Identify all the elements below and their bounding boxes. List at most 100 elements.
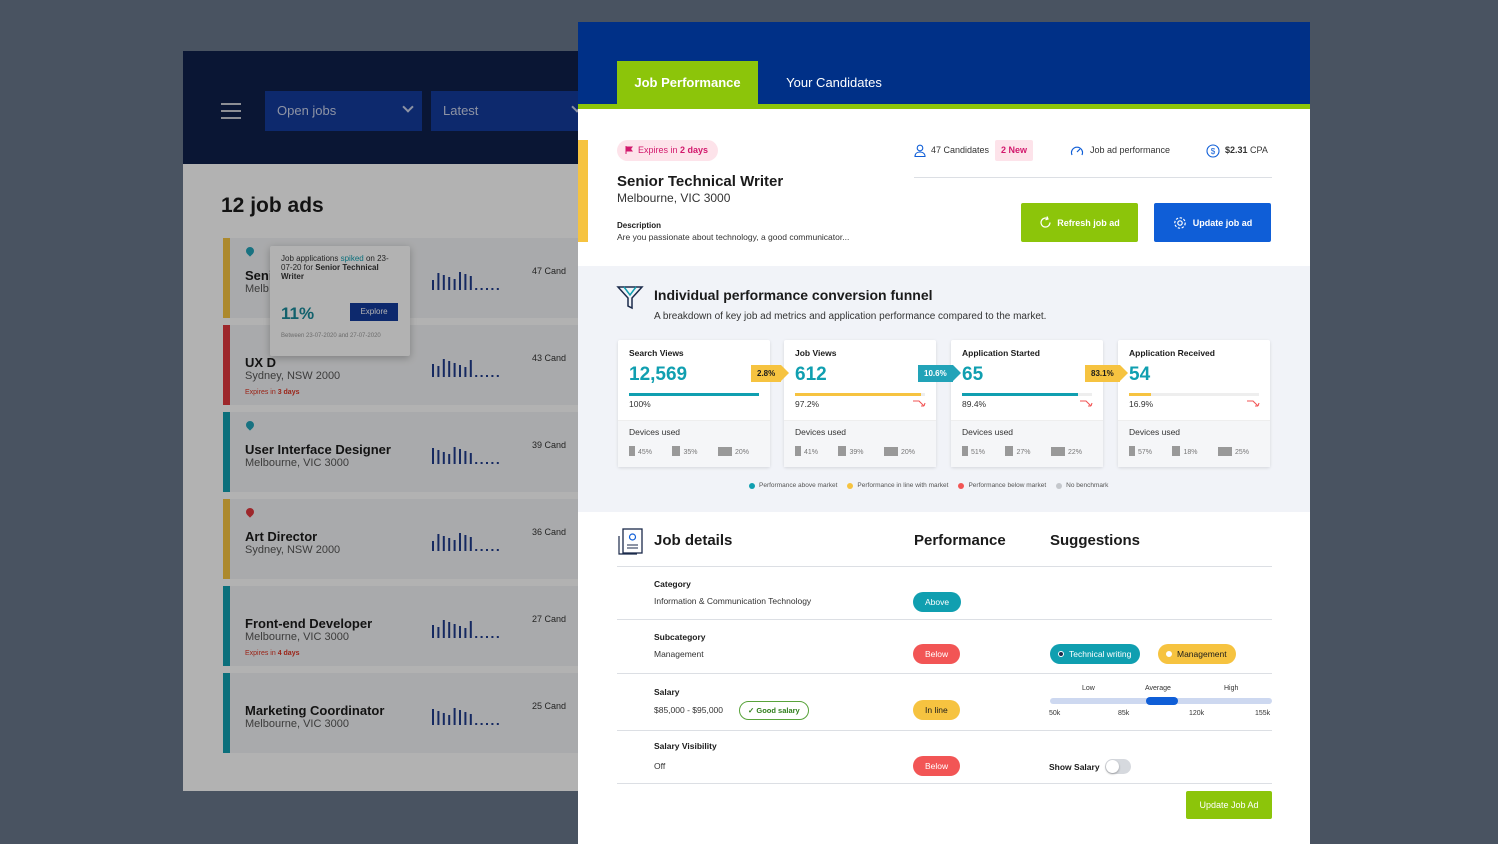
- update-job-ad-button[interactable]: Update job ad: [1154, 203, 1271, 242]
- sort-select[interactable]: Latest: [431, 91, 591, 131]
- tab-your-candidates[interactable]: Your Candidates: [786, 75, 882, 90]
- sparkline-bar: [437, 273, 440, 290]
- candidates-metric[interactable]: 47 Candidates 2 New: [914, 140, 1034, 161]
- mobile-icon: [962, 446, 968, 456]
- salary-range-marker: [1146, 697, 1178, 705]
- status-accent: [578, 140, 588, 242]
- salary-performance-badge: In line: [913, 700, 960, 720]
- performance-link[interactable]: Job ad performance: [1070, 140, 1170, 161]
- trend-down-icon: [1247, 400, 1260, 407]
- sparkline-bar: [496, 636, 499, 638]
- sparkline-chart: [432, 533, 499, 551]
- funnel-legend: Performance above market Performance in …: [749, 482, 1108, 489]
- funnel-title: Individual performance conversion funnel: [654, 287, 933, 303]
- suggestion-chip-technical-writing[interactable]: Technical writing: [1050, 644, 1141, 664]
- salary-tick: 155k: [1255, 710, 1271, 717]
- sparkline-bar: [432, 541, 434, 551]
- sparkline-bar: [464, 712, 467, 725]
- funnel-card-bar: [962, 393, 1092, 396]
- salary-range-bar: [1050, 697, 1272, 705]
- sparkline-bar: [459, 272, 461, 290]
- tablet-icon: [1172, 446, 1181, 456]
- legend-item: Performance above market: [749, 482, 837, 489]
- sparkline-bar: [464, 451, 467, 464]
- sparkline-bar: [442, 713, 445, 725]
- job-card-location: Melbourne, VIC 3000: [245, 457, 349, 469]
- sparkline-bar: [459, 365, 461, 377]
- suggestion-chip-management[interactable]: Management: [1158, 644, 1236, 664]
- jobs-list-panel: Open jobs Latest 12 job ads Seni Melb 47…: [183, 51, 603, 791]
- jobs-count-heading: 12 job ads: [221, 194, 324, 217]
- tooltip-percent: 11%: [281, 304, 315, 323]
- resume-icon: [618, 528, 643, 555]
- category-performance-badge: Above: [913, 592, 962, 612]
- cpa-value: $2.31: [1225, 145, 1248, 155]
- tab-job-performance[interactable]: Job Performance: [617, 61, 758, 104]
- funnel-card: Job Views 612 97.2% Devices used 41% 39% 20%: [784, 340, 936, 467]
- suggestions-heading: Suggestions: [1050, 532, 1141, 549]
- job-card-location: Sydney, NSW 2000: [245, 544, 341, 556]
- job-card[interactable]: User Interface Designer Melbourne, VIC 3…: [223, 412, 603, 492]
- salary-visibility-value: Off: [654, 761, 666, 771]
- filter-select[interactable]: Open jobs: [265, 91, 422, 131]
- sparkline-bar: [453, 624, 456, 638]
- sparkline-bar: [480, 462, 483, 464]
- device-stat: 51%: [962, 446, 985, 456]
- conversion-rate: 2.8%: [751, 365, 790, 382]
- conversion-rate: 83.1%: [1085, 365, 1128, 382]
- job-card[interactable]: Marketing Coordinator Melbourne, VIC 300…: [223, 673, 603, 753]
- legend-item: No benchmark: [1056, 482, 1108, 489]
- sparkline-bar: [448, 538, 451, 551]
- mobile-icon: [1129, 446, 1135, 456]
- refresh-label: Refresh job ad: [1057, 217, 1120, 228]
- job-card-title: Front-end Developer: [245, 616, 373, 631]
- show-salary-toggle[interactable]: [1105, 759, 1131, 774]
- refresh-job-ad-button[interactable]: Refresh job ad: [1021, 203, 1138, 242]
- cpa-metric: $ $2.31 CPA: [1206, 140, 1268, 161]
- sparkline-bar: [496, 462, 499, 464]
- job-card-location: Sydney, NSW 2000: [245, 370, 341, 382]
- sparkline-bar: [491, 636, 494, 638]
- funnel-card-value: 12,569: [629, 364, 688, 385]
- show-salary-label: Show Salary: [1049, 762, 1100, 772]
- sparkline-bar: [475, 723, 478, 725]
- job-card-expiry: Expires in 3 days: [245, 389, 300, 396]
- sparkline-bar: [459, 449, 461, 464]
- mobile-icon: [795, 446, 801, 456]
- job-card[interactable]: Front-end Developer Melbourne, VIC 3000 …: [223, 586, 603, 666]
- job-summary: Expires in 2 days Senior Technical Write…: [578, 109, 1310, 266]
- tooltip-text: Job applications spiked on 23-07-20 for …: [281, 254, 389, 281]
- desktop-icon: [1050, 447, 1065, 456]
- sparkline-bar: [448, 715, 451, 725]
- filter-select-label: Open jobs: [277, 103, 337, 118]
- job-card-location: Melbourne, VIC 3000: [245, 631, 349, 643]
- pin-icon: [244, 506, 256, 518]
- explore-button[interactable]: Explore: [350, 303, 398, 321]
- sparkline-bar: [437, 366, 440, 377]
- spike-tooltip: Job applications spiked on 23-07-20 for …: [270, 246, 410, 356]
- sparkline-bar: [442, 452, 445, 464]
- gear-icon: [1173, 216, 1186, 229]
- devices-label: Devices used: [962, 427, 1014, 437]
- job-location: Melbourne, VIC 3000: [617, 191, 731, 205]
- detail-row-salary-visibility: Salary Visibility Off Below Show Salary: [617, 730, 1272, 784]
- funnel-card-title: Search Views: [629, 348, 684, 358]
- expiry-badge: Expires in 2 days: [617, 140, 719, 161]
- list-toolbar: Open jobs Latest: [183, 51, 603, 164]
- menu-icon[interactable]: [221, 103, 241, 124]
- sparkline-bar: [475, 288, 478, 290]
- subcategory-value: Management: [654, 649, 704, 659]
- funnel-card-bar: [795, 393, 925, 396]
- sparkline-bar: [486, 288, 488, 290]
- funnel-card-bar-fill: [795, 393, 922, 396]
- job-card-candidates: 43 Cand: [532, 353, 567, 363]
- gauge-icon: [1070, 146, 1084, 155]
- salary-tick: 120k: [1189, 710, 1205, 717]
- job-card[interactable]: Art Director Sydney, NSW 2000 36 Cand: [223, 499, 603, 579]
- funnel-card: Application Started 65 89.4% Devices used 51…: [951, 340, 1103, 467]
- sparkline-bar: [469, 276, 472, 290]
- subcategory-performance-badge: Below: [913, 644, 961, 664]
- funnel-card-value: 54: [1129, 364, 1151, 385]
- update-job-ad-final-button[interactable]: Update Job Ad: [1186, 791, 1272, 819]
- device-stat: 18%: [1172, 446, 1198, 456]
